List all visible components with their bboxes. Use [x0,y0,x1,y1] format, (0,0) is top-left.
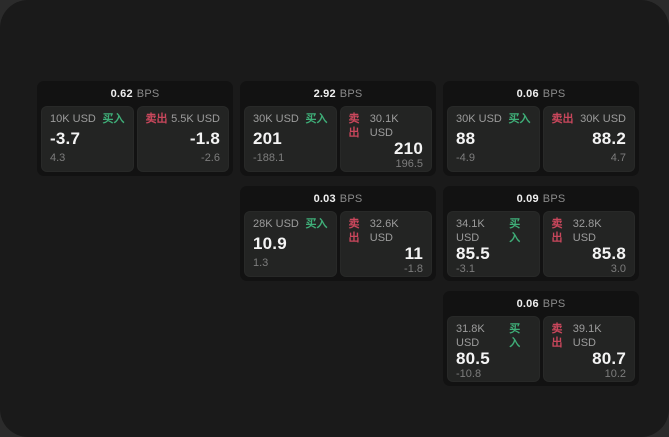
buy-delta: 4.3 [50,152,66,164]
quote-card-5: 0.09 BPS 34.1K USD 买入 85.5 -3.1 卖出 32.8K… [443,186,639,281]
buy-price: 201 [253,129,282,148]
buy-amount: 31.8K USD [456,323,485,349]
buy-sell-panels: 34.1K USD 买入 85.5 -3.1 卖出 32.8K USD 85.8… [447,211,635,277]
buy-price: 85.5 [456,244,490,263]
sell-price: 80.7 [592,349,626,368]
buy-tile[interactable]: 28K USD 买入 10.9 1.3 [244,211,337,277]
buy-delta: -188.1 [253,152,285,164]
bps-header: 2.92 BPS [244,81,432,106]
sell-amount: 39.1K USD [572,323,602,349]
bps-value: 0.03 [313,192,336,205]
bps-unit-label: BPS [542,297,566,310]
buy-side-label: 买入 [509,323,521,349]
sell-amount: 32.8K USD [572,218,602,244]
sell-price: 210 [394,139,423,158]
bps-value: 0.06 [516,297,539,310]
buy-tile[interactable]: 31.8K USD 买入 80.5 -10.8 [447,316,540,382]
buy-tile[interactable]: 34.1K USD 买入 85.5 -3.1 [447,211,540,277]
bps-header: 0.62 BPS [41,81,229,106]
sell-amount: 30.1K USD [369,113,399,139]
buy-delta: 1.3 [253,257,269,269]
bps-unit-label: BPS [339,87,363,100]
bps-unit-label: BPS [542,192,566,205]
sell-delta: -1.8 [404,263,423,275]
sell-tile[interactable]: 卖出 32.6K USD 11 -1.8 [339,211,432,277]
sell-side-label: 卖出 [551,113,574,125]
buy-price: 88 [456,129,476,148]
quote-card-6: 0.06 BPS 31.8K USD 买入 80.5 -10.8 卖出 39.1… [443,291,639,386]
sell-delta: 4.7 [610,152,626,164]
buy-delta: -10.8 [456,368,482,380]
buy-sell-panels: 10K USD 买入 -3.7 4.3 卖出 5.5K USD -1.8 -2.… [41,106,229,172]
sell-delta: 196.5 [395,158,423,170]
buy-tile[interactable]: 30K USD 买入 88 -4.9 [447,106,540,172]
buy-amount: 34.1K USD [456,218,485,244]
sell-tile[interactable]: 卖出 30.1K USD 210 196.5 [339,106,432,172]
buy-side-label: 买入 [509,218,521,244]
sell-tile[interactable]: 卖出 39.1K USD 80.7 10.2 [542,316,635,382]
sell-side-label: 卖出 [348,113,360,139]
sell-amount: 32.6K USD [369,218,399,244]
buy-amount: 10K USD [50,113,96,125]
buy-tile[interactable]: 30K USD 买入 201 -188.1 [244,106,337,172]
quote-card-4: 0.03 BPS 28K USD 买入 10.9 1.3 卖出 32.6K US… [240,186,436,281]
sell-delta: 10.2 [604,368,626,380]
bps-unit-label: BPS [339,192,363,205]
bps-header: 0.06 BPS [447,81,635,106]
bps-value: 0.06 [516,87,539,100]
buy-side-label: 买入 [508,113,531,125]
buy-amount: 30K USD [456,113,502,125]
sell-price: -1.8 [189,129,220,148]
buy-amount: 30K USD [253,113,299,125]
sell-side-label: 卖出 [145,113,168,125]
sell-tile[interactable]: 卖出 30K USD 88.2 4.7 [542,106,635,172]
bps-header: 0.09 BPS [447,186,635,211]
bps-unit-label: BPS [136,87,160,100]
buy-price: -3.7 [50,129,81,148]
sell-tile[interactable]: 卖出 5.5K USD -1.8 -2.6 [136,106,229,172]
buy-sell-panels: 30K USD 买入 201 -188.1 卖出 30.1K USD 210 1… [244,106,432,172]
quote-grid: 0.62 BPS 10K USD 买入 -3.7 4.3 卖出 5.5K USD [37,81,639,386]
buy-price: 10.9 [253,234,287,253]
buy-price: 80.5 [456,349,490,368]
bps-value: 2.92 [313,87,336,100]
buy-delta: -3.1 [456,263,475,275]
sell-tile[interactable]: 卖出 32.8K USD 85.8 3.0 [542,211,635,277]
buy-amount: 28K USD [253,218,299,230]
buy-sell-panels: 31.8K USD 买入 80.5 -10.8 卖出 39.1K USD 80.… [447,316,635,382]
quote-card-1: 0.62 BPS 10K USD 买入 -3.7 4.3 卖出 5.5K USD [37,81,233,176]
sell-side-label: 卖出 [348,218,360,244]
quote-card-3: 0.06 BPS 30K USD 买入 88 -4.9 卖出 30K USD [443,81,639,176]
buy-side-label: 买入 [305,218,328,230]
buy-side-label: 买入 [305,113,328,125]
bps-value: 0.09 [516,192,539,205]
sell-amount: 30K USD [580,113,626,125]
buy-side-label: 买入 [102,113,125,125]
sell-price: 11 [404,244,423,263]
bps-unit-label: BPS [542,87,566,100]
sell-side-label: 卖出 [551,323,563,349]
bps-header: 0.06 BPS [447,291,635,316]
sell-delta: 3.0 [610,263,626,275]
sell-side-label: 卖出 [551,218,563,244]
sell-price: 88.2 [592,129,626,148]
buy-delta: -4.9 [456,152,475,164]
bps-header: 0.03 BPS [244,186,432,211]
quote-card-2: 2.92 BPS 30K USD 买入 201 -188.1 卖出 30.1K … [240,81,436,176]
sell-price: 85.8 [592,244,626,263]
buy-sell-panels: 30K USD 买入 88 -4.9 卖出 30K USD 88.2 4.7 [447,106,635,172]
sell-amount: 5.5K USD [171,113,220,125]
sell-delta: -2.6 [201,152,220,164]
bps-value: 0.62 [110,87,133,100]
buy-sell-panels: 28K USD 买入 10.9 1.3 卖出 32.6K USD 11 -1.8 [244,211,432,277]
buy-tile[interactable]: 10K USD 买入 -3.7 4.3 [41,106,134,172]
